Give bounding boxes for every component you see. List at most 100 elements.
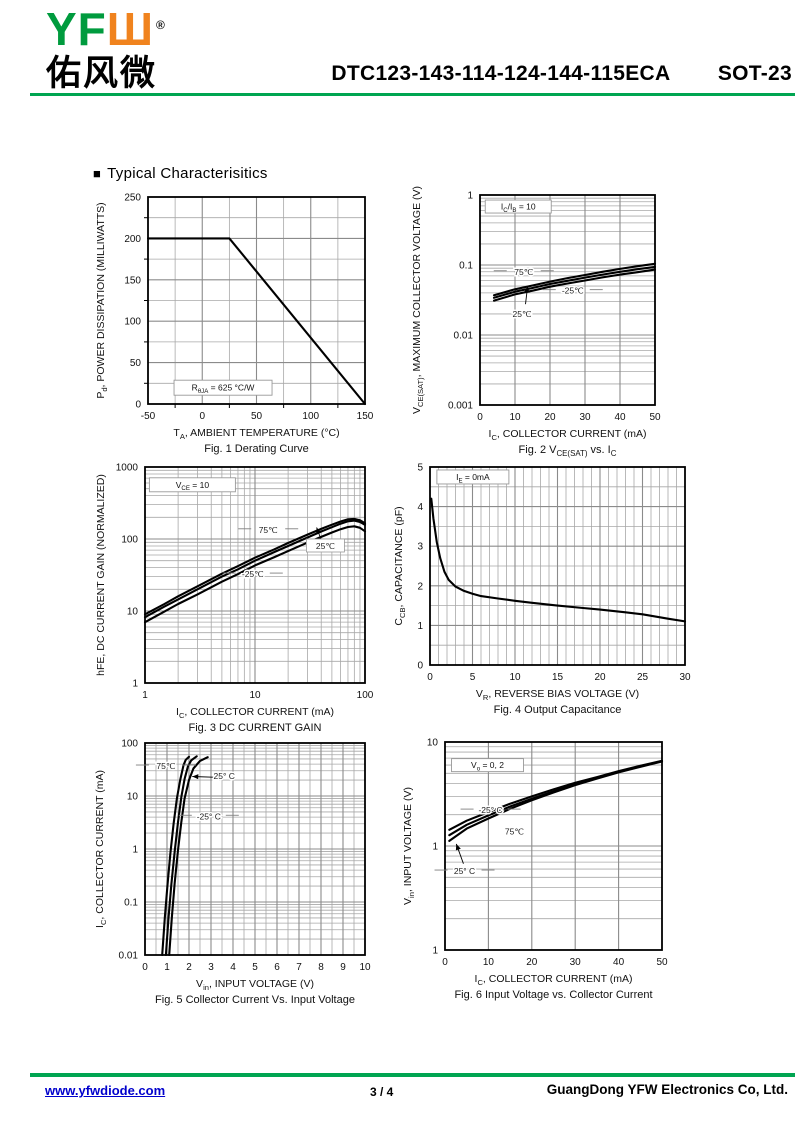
svg-text:15: 15 bbox=[552, 672, 564, 683]
svg-text:Vin, INPUT VOLTAGE (V): Vin, INPUT VOLTAGE (V) bbox=[402, 787, 416, 905]
svg-text:3: 3 bbox=[417, 542, 423, 553]
svg-text:10: 10 bbox=[359, 962, 371, 973]
header-rule bbox=[30, 93, 795, 96]
page-number: 3 / 4 bbox=[370, 1085, 394, 1099]
svg-text:10: 10 bbox=[127, 607, 139, 618]
svg-text:8: 8 bbox=[318, 962, 324, 973]
svg-text:0: 0 bbox=[142, 962, 148, 973]
svg-text:40: 40 bbox=[613, 957, 625, 968]
svg-text:30: 30 bbox=[570, 957, 582, 968]
svg-text:200: 200 bbox=[124, 234, 141, 245]
page-title: DTC123-143-114-124-144-115ECA SOT-23 bbox=[331, 62, 792, 86]
svg-text:10: 10 bbox=[249, 690, 261, 701]
svg-text:0: 0 bbox=[135, 400, 141, 411]
svg-text:75℃: 75℃ bbox=[259, 525, 278, 535]
svg-text:7: 7 bbox=[296, 962, 302, 973]
logo-yf: YF bbox=[46, 3, 107, 55]
svg-text:4: 4 bbox=[417, 502, 423, 513]
svg-text:0.01: 0.01 bbox=[119, 951, 139, 962]
svg-text:25℃: 25℃ bbox=[316, 541, 335, 551]
svg-text:5: 5 bbox=[417, 463, 423, 474]
svg-text:Fig. 5 Collector Current Vs.: Fig. 5 Collector Current Vs. Input Volta… bbox=[155, 994, 355, 1006]
svg-text:1: 1 bbox=[164, 962, 170, 973]
svg-text:Fig. 6 Input Voltage vs. Coll: Fig. 6 Input Voltage vs. Collector Curre… bbox=[454, 989, 652, 1001]
fig3-dc-current-gain-chart: 1 10 100 1 10 100 1000 75℃ 25℃ -25℃ VCE = 10 hFE, D… bbox=[95, 463, 374, 735]
svg-text:Vo = 0, 2: Vo = 0, 2 bbox=[471, 760, 504, 772]
svg-text:10: 10 bbox=[127, 792, 139, 803]
svg-text:1000: 1000 bbox=[116, 463, 139, 474]
svg-text:IC, COLLECTOR CURRENT (mA): IC, COLLECTOR CURRENT (mA) bbox=[94, 770, 108, 928]
svg-text:150: 150 bbox=[124, 275, 141, 286]
section-heading: ■ Typical Characterisitics bbox=[93, 165, 268, 182]
svg-text:75℃: 75℃ bbox=[514, 267, 533, 277]
svg-text:10: 10 bbox=[509, 672, 521, 683]
square-bullet-icon: ■ bbox=[93, 166, 102, 181]
svg-text:25: 25 bbox=[637, 672, 649, 683]
svg-text:TA, AMBIENT TEMPERATURE (°C): TA, AMBIENT TEMPERATURE (°C) bbox=[173, 427, 339, 441]
svg-text:Vin, INPUT VOLTAGE (V): Vin, INPUT VOLTAGE (V) bbox=[196, 978, 314, 992]
svg-text:0: 0 bbox=[199, 411, 205, 422]
package-title: SOT-23 bbox=[717, 62, 792, 85]
svg-text:50: 50 bbox=[130, 358, 142, 369]
svg-text:1: 1 bbox=[132, 845, 138, 856]
svg-text:0: 0 bbox=[477, 412, 483, 423]
svg-text:-50: -50 bbox=[141, 411, 156, 422]
svg-text:-25° C: -25° C bbox=[478, 805, 502, 815]
svg-text:75℃: 75℃ bbox=[505, 827, 524, 837]
svg-text:20: 20 bbox=[544, 412, 556, 423]
svg-text:0.001: 0.001 bbox=[448, 401, 473, 412]
svg-text:Fig. 4 Output Capacitance: Fig. 4 Output Capacitance bbox=[494, 704, 622, 716]
svg-text:20: 20 bbox=[526, 957, 538, 968]
svg-text:5: 5 bbox=[470, 672, 476, 683]
svg-text:1: 1 bbox=[432, 842, 438, 853]
svg-text:Fig. 2 VCE(SAT) vs. IC: Fig. 2 VCE(SAT) vs. IC bbox=[519, 444, 617, 458]
svg-text:50: 50 bbox=[649, 412, 661, 423]
section-heading-label: Typical Characterisitics bbox=[107, 165, 268, 182]
svg-text:30: 30 bbox=[579, 412, 591, 423]
svg-text:CCB, CAPACITANCE (pF): CCB, CAPACITANCE (pF) bbox=[393, 506, 407, 625]
fig2-vcesat-vs-ic-chart: 0 10 20 30 40 50 1 0.1 0.01 0.001 75℃ -25℃ 25℃ IC/IB … bbox=[411, 186, 661, 458]
svg-text:0: 0 bbox=[417, 661, 423, 672]
svg-text:50: 50 bbox=[251, 411, 263, 422]
svg-text:30: 30 bbox=[679, 672, 691, 683]
svg-text:-25℃: -25℃ bbox=[562, 286, 584, 296]
svg-text:0: 0 bbox=[427, 672, 433, 683]
svg-text:100: 100 bbox=[357, 690, 374, 701]
svg-text:IC/IB = 10: IC/IB = 10 bbox=[501, 202, 536, 214]
svg-text:1: 1 bbox=[132, 679, 138, 690]
svg-text:Fig. 3 DC CURRENT GAIN: Fig. 3 DC CURRENT GAIN bbox=[188, 722, 321, 734]
svg-text:VR, REVERSE BIAS VOLTAGE (V): VR, REVERSE BIAS VOLTAGE (V) bbox=[476, 688, 639, 702]
website-link[interactable]: www.yfwdiode.com bbox=[45, 1083, 166, 1098]
registered-mark-icon: ® bbox=[156, 17, 166, 32]
svg-text:0: 0 bbox=[442, 957, 448, 968]
svg-text:10: 10 bbox=[483, 957, 495, 968]
yfw-logo: YFШ ® 佑风微 bbox=[46, 6, 166, 91]
logo-chinese-name: 佑风微 bbox=[46, 54, 158, 93]
svg-text:IC, COLLECTOR CURRENT (mA): IC, COLLECTOR CURRENT (mA) bbox=[489, 428, 647, 442]
footer-rule bbox=[30, 1073, 795, 1077]
svg-text:Fig. 1 Derating Curve: Fig. 1 Derating Curve bbox=[204, 443, 309, 455]
svg-text:RθJA = 625 °C/W: RθJA = 625 °C/W bbox=[192, 383, 255, 395]
fig4-output-capacitance-chart: 0 5 10 15 20 25 30 0 1 2 3 4 5 IE = 0mA CCB, CAPACITAN… bbox=[393, 463, 691, 717]
svg-text:20: 20 bbox=[594, 672, 606, 683]
svg-text:100: 100 bbox=[302, 411, 319, 422]
svg-text:10: 10 bbox=[427, 738, 439, 749]
part-number-title: DTC123-143-114-124-144-115ECA bbox=[331, 62, 670, 85]
svg-text:1: 1 bbox=[142, 690, 148, 701]
svg-text:IC, COLLECTOR CURRENT (mA): IC, COLLECTOR CURRENT (mA) bbox=[475, 973, 633, 987]
svg-text:VCE = 10: VCE = 10 bbox=[176, 480, 210, 492]
svg-text:75℃: 75℃ bbox=[156, 761, 175, 771]
svg-text:25° C: 25° C bbox=[214, 771, 235, 781]
svg-text:-25° C: -25° C bbox=[197, 811, 221, 821]
svg-text:100: 100 bbox=[124, 317, 141, 328]
svg-text:50: 50 bbox=[656, 957, 668, 968]
svg-text:0.1: 0.1 bbox=[459, 261, 473, 272]
fig5-collector-current-vs-input-voltage-chart: 0 1 2 3 4 5 6 7 8 9 10 0.01 0.1 1 10 100 75℃ 25° C -25° C I… bbox=[94, 739, 371, 1007]
svg-text:VCE(SAT), MAXIMUM COLLECTOR VO: VCE(SAT), MAXIMUM COLLECTOR VOLTAGE (V) bbox=[411, 186, 425, 414]
svg-text:9: 9 bbox=[340, 962, 346, 973]
logo-w-glyph: Ш bbox=[106, 3, 155, 55]
logo-wordmark: YFШ ® bbox=[46, 6, 166, 52]
svg-text:2: 2 bbox=[417, 581, 423, 592]
svg-text:1: 1 bbox=[417, 621, 423, 632]
